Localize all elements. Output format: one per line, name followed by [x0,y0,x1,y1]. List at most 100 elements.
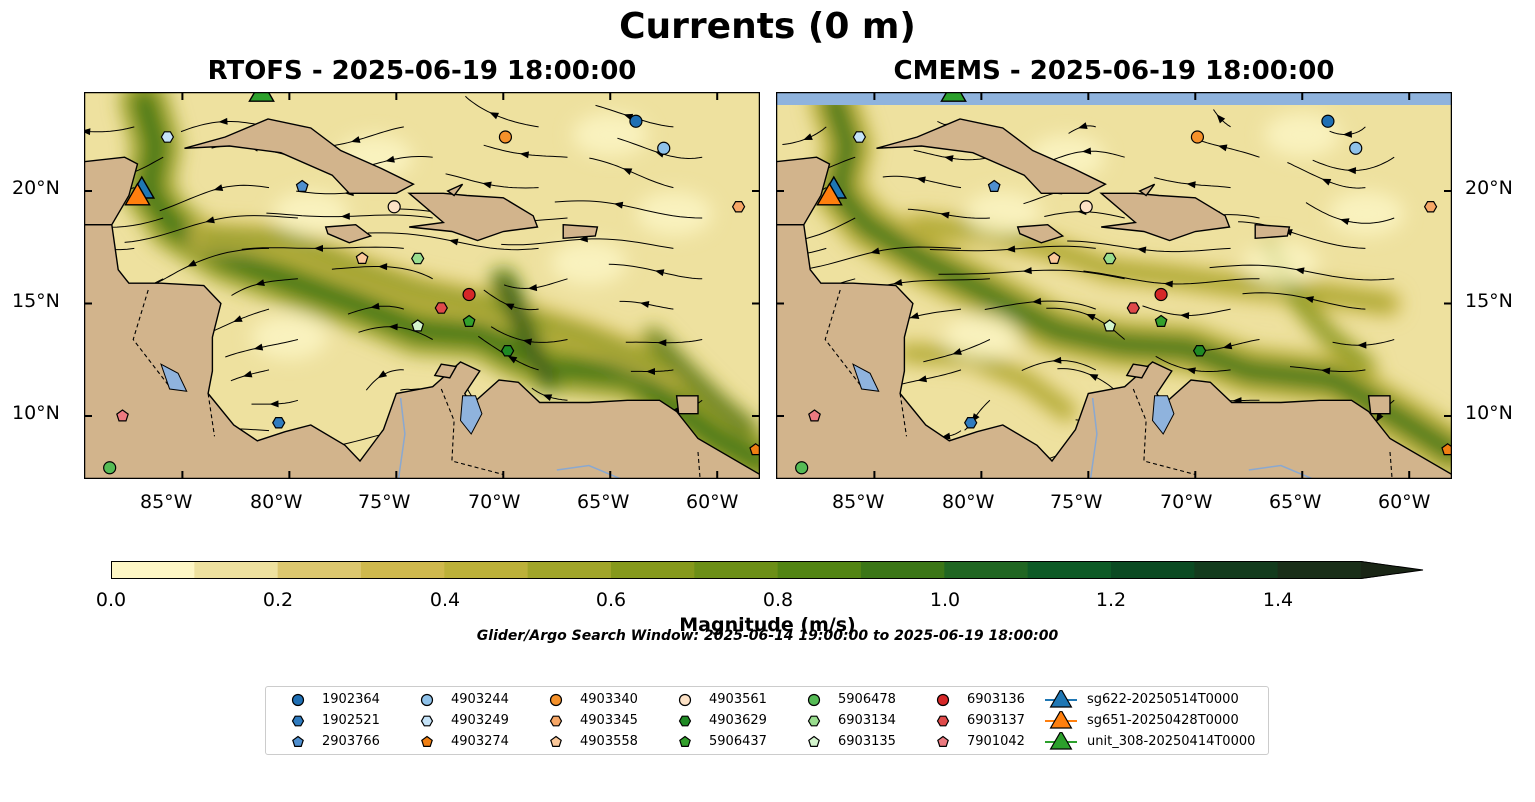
gliders [816,92,967,206]
streamline-arrow [507,355,518,364]
streamline-arrow [1186,181,1196,189]
calm-patch [943,315,1020,360]
streamline-arrow [213,184,224,191]
float-marker-4903629 [1192,345,1207,357]
legend-marker [420,715,434,727]
lake [852,363,880,392]
legend-label: 4903274 [451,734,509,749]
landmass [876,118,1107,195]
streamline-arrow [916,176,926,184]
streamline-arrow [378,263,388,271]
float-marker-6903134 [411,252,425,265]
colorbar-segment [694,561,779,579]
landmass [675,395,699,415]
streamline-arrow [1339,218,1350,226]
streamline-arrow [1375,412,1384,423]
cmems-current-map [776,92,1452,479]
current-band-core [497,275,557,386]
landmass [1016,223,1065,244]
colorbar-segment [1277,561,1362,579]
lat-label-10n: 10°N [1465,402,1513,424]
legend-label: 4903561 [709,692,767,707]
streamline-arrow [527,284,538,292]
legend-label: sg622-20250514T0000 [1087,692,1239,707]
float-marker-6903136 [1154,287,1168,302]
streamline-arrow [1186,367,1196,375]
streamline-arrow [613,201,624,209]
streamline-arrow [1077,122,1088,129]
landmass [1125,363,1150,379]
streamline-arrow [218,117,228,125]
legend-label: 4903244 [451,692,509,707]
legend-marker [678,715,692,727]
streamline-arrow [1136,246,1147,254]
float-marker-5906478 [795,461,809,475]
float-marker-6903136 [462,287,476,302]
legend-marker [291,715,305,727]
legend-symbol [549,693,563,707]
landmass [446,183,464,197]
streamline-arrow [489,112,499,120]
legend-symbol [808,735,820,747]
streamline-arrow [803,133,813,140]
colorbar-segment [194,561,279,579]
streamline-arrow [269,400,279,408]
float-marker-4903249 [160,131,175,143]
float-marker-6903137 [1126,302,1140,314]
streamline-arrow [892,278,903,286]
current-band-core [196,229,682,378]
streamline-arrow [504,303,515,311]
tick-marks [776,92,1452,479]
streamline-arrow [377,370,388,379]
river [397,397,406,479]
lon-label-75w: 75°W [1050,491,1103,513]
lon-label-65w: 65°W [1269,491,1322,513]
lon-label-70w: 70°W [468,491,521,513]
lake [160,363,188,392]
legend-marker [679,735,691,747]
landmass [1099,192,1231,242]
colorbar-title: Magnitude (m/s) [679,614,856,636]
legend-marker [678,693,692,707]
current-band-core [648,332,755,435]
streamline-arrow [205,216,215,224]
legend-symbol [679,735,691,747]
float-marker-6903135 [1103,319,1117,332]
float-marker-1902364 [1321,114,1335,128]
legend-symbol [807,693,821,707]
legend-label: 4903249 [451,713,509,728]
colorbar-tick: 0.0 [95,589,127,611]
country-border [824,289,863,388]
lat-label-20n: 20°N [1465,177,1513,199]
colorbar-outline [111,561,1424,579]
streamline-arrow [1304,296,1314,303]
landmass [184,118,415,195]
streamline-arrow [1346,167,1357,175]
country-border [1389,451,1393,479]
float-marker-2903766 [295,179,309,193]
legend-marker [1045,690,1077,708]
landmass [1367,395,1391,415]
calm-patch [272,191,349,236]
legend-marker [808,735,820,747]
legend-triangle [1049,690,1073,708]
legend-marker [291,693,305,707]
colorbar-tick: 1.0 [929,589,961,611]
map-content [84,92,760,479]
colorbar-tick: 0.4 [429,589,461,611]
landmass [1254,223,1291,240]
legend-triangle [1049,732,1073,750]
streamline-arrow [1321,367,1331,375]
colorbar-segment [444,561,529,579]
legend-symbol [936,715,950,727]
colorbar-tick: 0.2 [262,589,294,611]
legend-marker [421,735,433,747]
float-marker-4903340 [498,130,513,144]
legend: 1902364 1902521 2903766 4903244 4903249 49032… [265,686,1269,755]
legend-label: 6903137 [967,713,1025,728]
streamline-arrow [1022,267,1032,275]
streamline-arrow [1216,114,1226,124]
streamline-arrow [84,128,91,136]
glider-marker-sg651-20250428T0000 [816,182,843,206]
search-window-note: Glider/Argo Search Window: 2025-06-14 19… [476,628,1059,644]
